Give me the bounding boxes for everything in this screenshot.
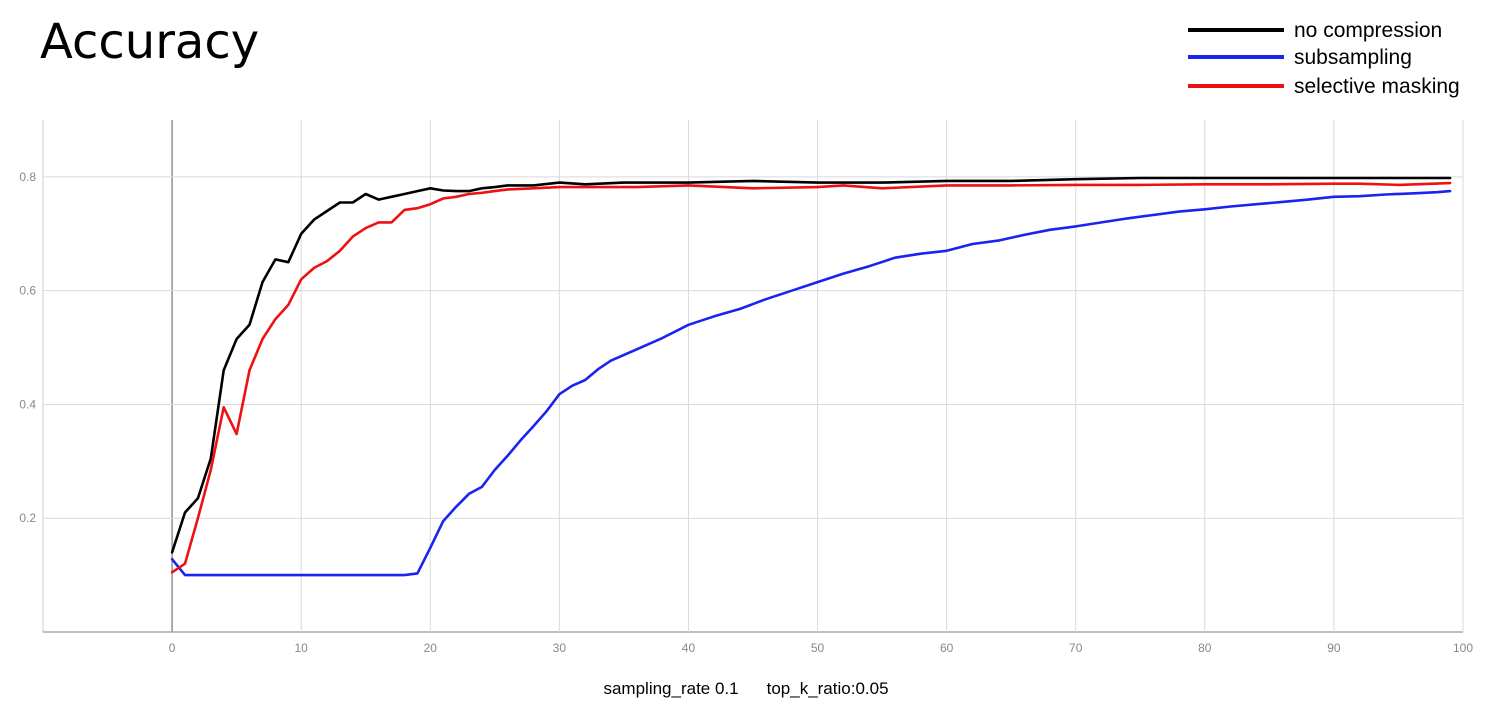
x-tick-label: 30 (553, 641, 567, 655)
series-line-no-compression (170, 176, 1452, 554)
caption-top-k-ratio: top_k_ratio:0.05 (766, 679, 889, 698)
x-tick-label: 10 (295, 641, 309, 655)
x-tick-label: 100 (1453, 641, 1473, 655)
series-line-subsampling (170, 189, 1452, 577)
series-lines (170, 176, 1452, 577)
y-tick-label: 0.8 (19, 170, 36, 184)
x-tick-label: 70 (1069, 641, 1083, 655)
x-tick-label: 60 (940, 641, 954, 655)
y-tick-label: 0.6 (19, 284, 36, 298)
x-tick-label: 20 (424, 641, 438, 655)
tick-labels: 0 10 20 30 40 50 60 70 80 90 100 0.2 0.4 0.6 0.8 (19, 170, 1473, 655)
x-tick-label: 80 (1198, 641, 1212, 655)
chart-caption: sampling_rate 0.1 top_k_ratio:0.05 (0, 679, 1492, 699)
caption-sampling-rate: sampling_rate 0.1 (603, 679, 739, 698)
y-tick-label: 0.4 (19, 397, 36, 411)
x-tick-label: 50 (811, 641, 825, 655)
grid (42, 120, 1464, 633)
x-tick-label: 90 (1327, 641, 1341, 655)
legend-label-no-compression: no compression (1294, 19, 1442, 42)
x-tick-label: 0 (169, 641, 176, 655)
y-tick-label: 0.2 (19, 511, 36, 525)
legend: no compression subsampling selective maski… (1188, 19, 1460, 98)
legend-label-selective-masking: selective masking (1294, 75, 1460, 98)
x-tick-label: 40 (682, 641, 696, 655)
legend-label-subsampling: subsampling (1294, 46, 1412, 69)
chart-title: Accuracy (40, 14, 260, 70)
series-line-selective-masking (170, 181, 1452, 574)
